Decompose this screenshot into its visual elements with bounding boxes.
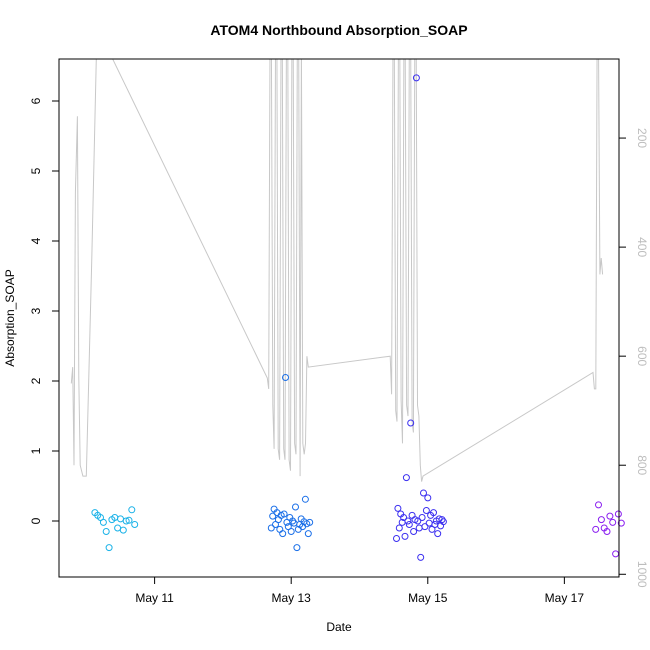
data-point: [125, 516, 133, 524]
depth-line-layer: [70, 59, 604, 482]
chart-title: ATOM4 Northbound Absorption_SOAP: [210, 22, 467, 38]
plot-border: [58, 58, 620, 578]
data-point: [304, 530, 312, 538]
data-point: [434, 530, 442, 538]
data-point: [282, 374, 289, 381]
data-point: [293, 544, 301, 552]
data-point: [105, 544, 113, 552]
data-point: [614, 510, 622, 518]
data-point: [267, 524, 275, 532]
data-point: [276, 525, 284, 533]
y-right-tick-label: 400: [635, 237, 649, 257]
data-point: [292, 503, 299, 511]
data-point: [430, 509, 437, 517]
x-tick-label: May 13: [272, 591, 312, 605]
x-axis-label: Date: [326, 620, 352, 634]
data-point: [99, 518, 107, 526]
data-point: [301, 495, 309, 503]
data-point: [592, 525, 600, 533]
data-point: [603, 528, 611, 535]
data-point: [128, 506, 136, 514]
y-tick-label: 3: [29, 307, 43, 314]
data-point: [279, 530, 287, 538]
data-point: [595, 501, 602, 509]
data-point: [606, 512, 614, 520]
data-point: [431, 521, 439, 528]
data-point: [401, 532, 409, 540]
y-tick-label: 1: [29, 447, 43, 454]
data-point: [617, 519, 625, 527]
data-point: [400, 514, 408, 521]
data-point: [117, 515, 124, 523]
data-point: [609, 518, 617, 526]
scatter-points-layer: [91, 74, 625, 561]
data-point: [269, 512, 277, 520]
data-point: [437, 522, 445, 530]
data-point: [280, 510, 288, 518]
data-point: [122, 517, 130, 525]
data-point: [402, 474, 410, 482]
data-point: [287, 528, 295, 535]
data-point: [405, 521, 413, 528]
data-point: [439, 518, 447, 526]
data-point: [418, 514, 426, 521]
data-point: [421, 523, 429, 531]
data-point: [114, 524, 122, 532]
data-point: [410, 528, 418, 535]
y-tick-label: 5: [29, 167, 43, 174]
data-point: [395, 524, 403, 532]
x-tick-label: May 17: [545, 591, 585, 605]
data-point: [420, 489, 427, 497]
depth-line: [70, 59, 604, 482]
y-tick-label: 4: [29, 237, 43, 244]
y-tick-label: 6: [29, 97, 43, 104]
data-point: [597, 516, 605, 524]
data-point: [425, 519, 433, 527]
y-right-tick-label: 600: [635, 346, 649, 366]
data-point: [422, 507, 430, 514]
data-point: [102, 528, 110, 535]
y-axis: 0 1 2 3 4 5 6: [29, 97, 59, 524]
data-point: [408, 511, 416, 519]
data-point: [404, 517, 412, 525]
data-point: [612, 550, 620, 558]
data-point: [417, 553, 425, 561]
x-tick-label: May 11: [135, 591, 174, 605]
y-axis-right: 200 400 600 800 1000: [619, 128, 649, 588]
data-point: [119, 526, 127, 534]
data-point: [414, 517, 422, 525]
data-point: [407, 419, 415, 427]
data-point: [306, 518, 314, 526]
y-axis-label: Absorption_SOAP: [3, 269, 17, 366]
data-point: [424, 494, 432, 502]
y-tick-label: 2: [29, 377, 43, 384]
y-right-tick-label: 1000: [635, 561, 649, 588]
data-point: [415, 524, 423, 532]
y-right-tick-label: 800: [635, 455, 649, 475]
data-point: [393, 535, 400, 542]
x-tick-label: May 15: [408, 591, 448, 605]
y-tick-label: 0: [29, 517, 43, 524]
x-axis: May 11 May 13 May 15 May 17: [135, 577, 584, 605]
data-point: [412, 74, 420, 82]
y-right-tick-label: 200: [635, 128, 649, 148]
data-point: [131, 521, 139, 528]
data-point: [394, 504, 402, 512]
